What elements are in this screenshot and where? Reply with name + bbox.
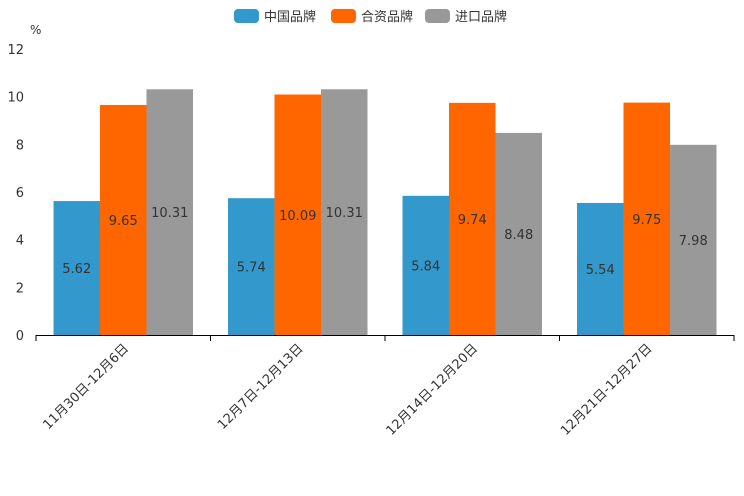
bar-3-2 bbox=[321, 89, 368, 335]
x-axis: 11月30日-12月6日 12月7日-12月13日 12月14日-12月20日 12月… bbox=[35, 335, 735, 439]
x-tick-label: 12月21日-12月27日 bbox=[558, 341, 655, 438]
y-tick-label: 0 bbox=[16, 329, 24, 344]
bar-value-label: 7.98 bbox=[679, 234, 708, 249]
bars bbox=[53, 89, 717, 335]
bar-3-1 bbox=[146, 89, 193, 335]
y-tick-label: 6 bbox=[16, 186, 24, 201]
y-tick-label: 12 bbox=[7, 43, 24, 58]
legend-label-1: 中国品牌 bbox=[264, 9, 316, 25]
legend-swatch-1 bbox=[234, 9, 259, 23]
y-tick-label: 2 bbox=[16, 281, 24, 296]
bar-value-label: 5.84 bbox=[411, 259, 440, 274]
bar-3-4 bbox=[670, 144, 717, 335]
bar-2-4 bbox=[623, 102, 670, 335]
legend-swatch-2 bbox=[331, 9, 356, 23]
bar-labels: 5.62 9.65 10.31 5.74 10.09 10.31 5.84 9.74 8.48 5… bbox=[62, 206, 707, 278]
bar-1-4 bbox=[577, 202, 624, 335]
y-tick-label: 8 bbox=[16, 138, 24, 153]
bar-3-3 bbox=[495, 132, 542, 335]
bar-value-label: 10.09 bbox=[279, 209, 316, 224]
legend-swatch-3 bbox=[425, 9, 450, 23]
bar-value-label: 10.31 bbox=[326, 206, 363, 221]
bar-value-label: 5.54 bbox=[586, 263, 615, 278]
legend: 中国品牌 合资品牌 进口品牌 bbox=[234, 9, 507, 25]
bar-value-label: 5.62 bbox=[62, 262, 91, 277]
y-tick-label: 4 bbox=[16, 234, 24, 249]
bar-1-2 bbox=[228, 198, 275, 335]
y-axis-unit-label: % bbox=[30, 23, 41, 37]
bar-1-3 bbox=[402, 195, 449, 335]
y-tick-label: 10 bbox=[7, 91, 24, 106]
bar-value-label: 8.48 bbox=[504, 228, 533, 243]
bar-2-3 bbox=[449, 102, 496, 335]
x-tick-label: 12月7日-12月13日 bbox=[215, 341, 307, 433]
bar-1-1 bbox=[53, 201, 100, 335]
y-axis: 0 2 4 6 8 10 12 bbox=[7, 43, 24, 344]
bar-2-2 bbox=[274, 94, 321, 335]
x-tick-label: 11月30日-12月6日 bbox=[40, 341, 132, 433]
legend-label-2: 合资品牌 bbox=[361, 9, 413, 25]
bar-value-label: 5.74 bbox=[237, 261, 266, 276]
bar-value-label: 9.74 bbox=[458, 213, 487, 228]
legend-label-3: 进口品牌 bbox=[455, 9, 507, 25]
bar-value-label: 10.31 bbox=[151, 206, 188, 221]
bar-value-label: 9.75 bbox=[632, 213, 661, 228]
bar-value-label: 9.65 bbox=[109, 214, 138, 229]
x-tick-label: 12月14日-12月20日 bbox=[384, 341, 481, 438]
bar-2-1 bbox=[100, 105, 147, 335]
